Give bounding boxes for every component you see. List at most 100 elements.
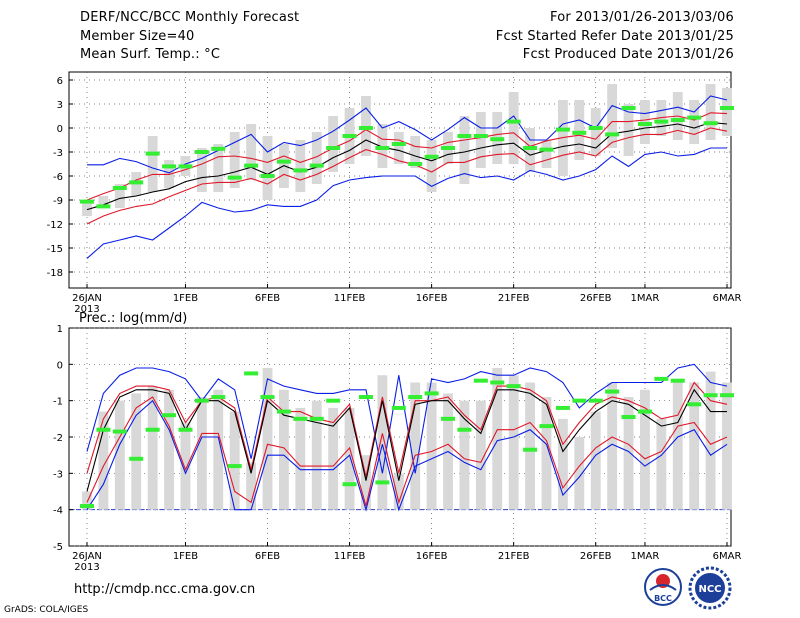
spread-bar-1-38 bbox=[705, 371, 716, 510]
observed-marker-0-17 bbox=[358, 126, 373, 130]
observed-marker-1-23 bbox=[457, 427, 472, 432]
observed-marker-0-11 bbox=[260, 174, 275, 178]
observed-marker-0-15 bbox=[326, 146, 341, 150]
spread-bar-1-33 bbox=[623, 397, 634, 510]
spread-bar-1-18 bbox=[377, 375, 388, 510]
observed-marker-1-12 bbox=[276, 409, 291, 414]
spread-bar-0-19 bbox=[393, 132, 404, 164]
x-tick-label-0-0: 26JAN bbox=[72, 293, 102, 304]
observed-marker-1-16 bbox=[342, 482, 357, 487]
observed-marker-0-27 bbox=[523, 146, 538, 150]
y-tick-label-0-1: 3 bbox=[57, 100, 63, 111]
spread-bar-1-2 bbox=[114, 400, 125, 510]
observed-marker-1-8 bbox=[211, 395, 226, 400]
observed-marker-0-1 bbox=[96, 204, 111, 209]
observed-marker-0-18 bbox=[375, 146, 390, 150]
observed-marker-0-6 bbox=[178, 164, 193, 169]
observed-marker-1-4 bbox=[145, 427, 160, 432]
observed-marker-1-31 bbox=[588, 398, 603, 403]
y-tick-label-0-8: -18 bbox=[47, 268, 63, 279]
spread-bar-1-12 bbox=[279, 389, 289, 510]
observed-marker-0-22 bbox=[441, 146, 456, 150]
spread-bar-1-24 bbox=[475, 400, 486, 510]
spread-bar-1-29 bbox=[557, 418, 568, 510]
spread-bar-0-31 bbox=[590, 108, 601, 156]
spread-bar-1-26 bbox=[508, 375, 519, 510]
spread-bar-0-24 bbox=[475, 112, 486, 168]
bcc-logo: BCC bbox=[644, 568, 682, 606]
spread-bar-1-36 bbox=[672, 382, 683, 510]
precipitation-panel: 1 0 -1 -2 -3 -4 -5 26JAN 1FEB 6FEB 11FEB 16FEB 21FEB… bbox=[53, 311, 741, 573]
x-tick-label-0-8: 6MAR bbox=[713, 293, 742, 304]
spread-bar-1-11 bbox=[262, 367, 273, 510]
observed-marker-0-21 bbox=[424, 154, 439, 159]
prec-panel-title: Prec.: log(mm/d) bbox=[79, 311, 187, 326]
x-tick-label-1-5: 21FEB bbox=[498, 551, 530, 562]
spread-upper-line-0 bbox=[86, 112, 728, 201]
x-tick-label-1-7: 1MAR bbox=[631, 551, 660, 562]
observed-marker-1-0 bbox=[80, 504, 94, 509]
envelope-min-line-1 bbox=[86, 399, 728, 512]
spread-bar-1-23 bbox=[459, 400, 470, 510]
x-tick-label-0-7: 1MAR bbox=[631, 293, 660, 304]
spread-bar-0-13 bbox=[295, 140, 306, 192]
spread-bar-1-17 bbox=[361, 455, 371, 510]
observed-marker-0-29 bbox=[555, 127, 570, 132]
spread-bar-0-20 bbox=[410, 136, 421, 168]
observed-marker-1-18 bbox=[375, 480, 390, 485]
observed-marker-1-38 bbox=[703, 393, 718, 398]
observed-marker-0-36 bbox=[670, 118, 685, 122]
observed-marker-0-13 bbox=[293, 168, 308, 173]
observed-marker-1-24 bbox=[473, 378, 488, 383]
y-tick-label-1-2: -1 bbox=[53, 397, 63, 408]
spread-bar-1-19 bbox=[393, 473, 404, 510]
bcc-logo-text: BCC bbox=[654, 594, 672, 603]
observed-marker-1-39 bbox=[720, 393, 734, 398]
variable-label: Mean Surf. Temp.: °C bbox=[80, 47, 221, 62]
x-tick-label-1-8: 6MAR bbox=[713, 551, 742, 562]
observed-marker-0-39 bbox=[720, 106, 734, 110]
spread-bar-1-25 bbox=[492, 367, 503, 510]
source-url[interactable]: http://cmdp.ncc.cma.gov.cn bbox=[74, 582, 256, 597]
observed-marker-0-0 bbox=[80, 199, 94, 204]
x-tick-label-0-2: 6FEB bbox=[255, 293, 280, 304]
temperature-panel: 6 3 0 -3 -6 -9 -12 -15 -18 26JAN 1FEB 6FEB 11FEB 16FE… bbox=[47, 71, 742, 315]
observed-marker-1-3 bbox=[129, 456, 144, 461]
observed-marker-0-4 bbox=[145, 151, 160, 156]
x-tick-label-1-2: 6FEB bbox=[255, 551, 280, 562]
spread-bar-0-28 bbox=[541, 140, 552, 168]
spread-bar-0-37 bbox=[689, 100, 700, 144]
y-tick-label-0-7: -15 bbox=[47, 244, 63, 255]
observed-marker-1-35 bbox=[654, 376, 669, 381]
spread-bar-1-34 bbox=[640, 389, 650, 510]
y-tick-label-1-4: -3 bbox=[53, 469, 63, 480]
envelope-max-line-0 bbox=[87, 95, 728, 174]
observed-marker-1-36 bbox=[670, 378, 685, 383]
ncc-logo: NCC bbox=[688, 566, 732, 610]
observed-marker-1-2 bbox=[112, 429, 127, 434]
spread-bar-0-39 bbox=[722, 88, 732, 136]
spread-bar-1-3 bbox=[131, 393, 142, 510]
y-tick-label-0-5: -9 bbox=[53, 196, 63, 207]
observed-marker-1-19 bbox=[391, 405, 406, 410]
observed-marker-1-29 bbox=[555, 405, 570, 410]
spread-bar-0-23 bbox=[459, 116, 470, 184]
observed-marker-1-20 bbox=[408, 395, 423, 400]
y-tick-label-1-5: -4 bbox=[53, 506, 63, 517]
observed-marker-0-7 bbox=[194, 150, 209, 154]
observed-marker-0-5 bbox=[162, 164, 177, 169]
y-tick-label-0-0: 6 bbox=[57, 76, 63, 87]
observed-marker-0-37 bbox=[687, 115, 702, 120]
observed-marker-0-33 bbox=[621, 106, 636, 110]
observed-marker-0-10 bbox=[244, 163, 259, 168]
spread-bar-1-37 bbox=[689, 382, 700, 510]
y-tick-label-1-0: 1 bbox=[57, 324, 63, 335]
observed-marker-1-21 bbox=[424, 391, 439, 396]
ensemble-mean-line-0 bbox=[86, 121, 728, 211]
observed-marker-1-22 bbox=[441, 416, 456, 421]
spread-bar-0-32 bbox=[607, 84, 618, 148]
spread-bar-1-31 bbox=[590, 411, 601, 510]
spread-bar-1-15 bbox=[328, 407, 339, 510]
spread-bar-1-27 bbox=[525, 382, 535, 510]
